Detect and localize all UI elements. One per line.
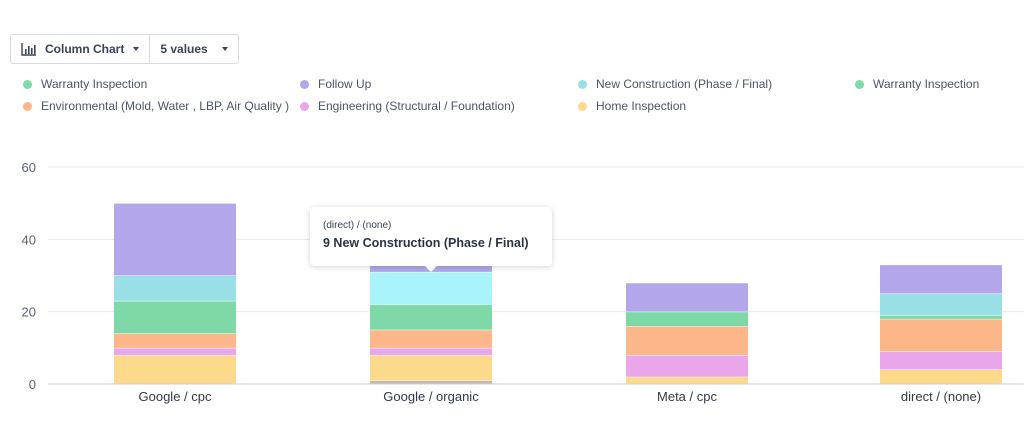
legend-dot (23, 79, 32, 89)
legend-label: Warranty Inspection (41, 77, 148, 91)
chevron-down-icon (221, 47, 228, 51)
y-tick-label: 20 (22, 305, 36, 320)
values-dropdown[interactable]: 5 values (149, 35, 237, 63)
x-tick-label: direct / (none) (901, 389, 981, 404)
y-tick-label: 60 (22, 160, 36, 175)
x-tick-label: Google / organic (383, 389, 479, 404)
bar-segment[interactable] (880, 315, 1002, 319)
legend-label: Warranty Inspection (873, 77, 980, 91)
bar-segment[interactable] (114, 333, 236, 348)
legend-item[interactable]: Engineering (Structural / Foundation) (300, 99, 515, 113)
tooltip: (direct) / (none) 9 New Construction (Ph… (310, 207, 552, 272)
legend-dot (578, 101, 587, 111)
bar-chart-icon (21, 43, 36, 56)
y-tick-label: 0 (29, 377, 36, 392)
bar-segment[interactable] (880, 264, 1002, 294)
bar-segment[interactable] (370, 329, 492, 348)
legend-dot (855, 79, 864, 89)
legend-label: Environmental (Mold, Water , LBP, Air Qu… (41, 99, 290, 113)
bar-segment[interactable] (370, 355, 492, 381)
bar-segment[interactable] (114, 300, 236, 334)
legend-label: New Construction (Phase / Final) (596, 77, 773, 91)
chart-type-dropdown[interactable]: Column Chart (11, 35, 149, 63)
legend-item[interactable]: New Construction (Phase / Final) (578, 77, 772, 91)
legend-dot (300, 79, 309, 89)
values-label: 5 values (160, 42, 208, 56)
legend-item[interactable]: Environmental (Mold, Water , LBP, Air Qu… (23, 99, 289, 113)
legend-item[interactable]: Warranty Inspection (23, 77, 147, 91)
bar-segment[interactable] (370, 271, 492, 305)
bar-segment[interactable] (370, 304, 492, 330)
bar-segment[interactable] (880, 293, 1002, 316)
bar-segment[interactable] (114, 355, 236, 384)
bar-segment[interactable] (114, 347, 236, 356)
legend-dot (23, 101, 32, 111)
bar-segment[interactable] (880, 318, 1002, 352)
bar-segment[interactable] (370, 380, 492, 384)
bar-segment[interactable] (880, 351, 1002, 370)
bar-segment[interactable] (114, 203, 236, 276)
bar-segment[interactable] (626, 326, 748, 356)
y-tick-label: 40 (22, 232, 36, 247)
chart-toolbar: Column Chart 5 values (10, 34, 239, 64)
bar-segment[interactable] (626, 311, 748, 327)
legend-dot (300, 101, 309, 111)
bar-segment[interactable] (626, 376, 748, 384)
chevron-down-icon (133, 47, 140, 51)
bar-segment[interactable] (370, 347, 492, 356)
tooltip-arrow (425, 266, 437, 272)
bar-segment[interactable] (626, 355, 748, 377)
legend-item[interactable]: Warranty Inspection (855, 77, 979, 91)
bar-segment[interactable] (880, 369, 1002, 384)
tooltip-value: 9 New Construction (Phase / Final) (323, 236, 529, 250)
legend-label: Follow Up (318, 77, 372, 91)
x-tick-label: Google / cpc (139, 389, 212, 404)
legend-label: Home Inspection (596, 99, 687, 113)
x-tick-label: Meta / cpc (657, 389, 717, 404)
bar-segment[interactable] (626, 282, 748, 312)
legend-item[interactable]: Follow Up (300, 77, 371, 91)
tooltip-title: (direct) / (none) (323, 220, 392, 231)
legend-item[interactable]: Home Inspection (578, 99, 686, 113)
chart-type-label: Column Chart (45, 42, 125, 56)
bar-segment[interactable] (114, 275, 236, 301)
legend-dot (578, 79, 587, 89)
legend-label: Engineering (Structural / Foundation) (318, 99, 515, 113)
